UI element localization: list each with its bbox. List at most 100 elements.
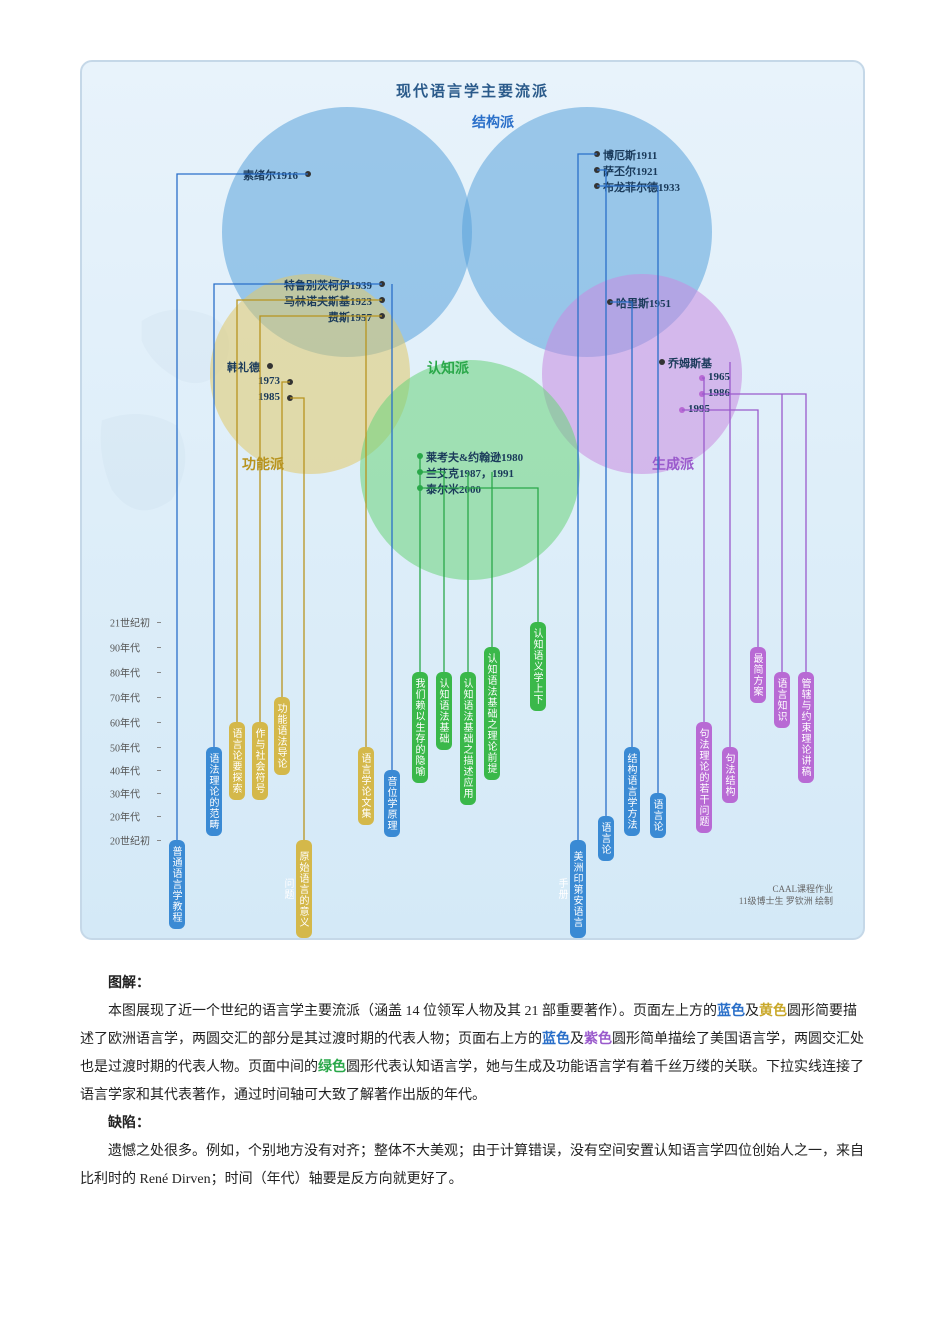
node-label: 费斯1957 — [328, 309, 372, 325]
node-label: 韩礼德 — [227, 359, 260, 375]
node-label: 1965 — [708, 371, 730, 383]
explanation-block: 图解： 本图展现了近一个世纪的语言学主要流派（涵盖 14 位领军人物及其 21 … — [80, 970, 865, 1194]
work-pill: 语言学论文集 — [358, 747, 374, 825]
node-dot — [287, 395, 293, 401]
node-label: 乔姆斯基 — [668, 355, 712, 371]
node-label: 博厄斯1911 — [603, 147, 657, 163]
node-dot — [379, 297, 385, 303]
node-label: 特鲁别茨柯伊1939 — [284, 277, 372, 293]
explanation-heading2: 缺陷： — [80, 1110, 865, 1138]
timeline-tick — [157, 672, 161, 673]
node-label: 泰尔米2000 — [426, 481, 481, 497]
work-pill: 认知语法基础之理论前提 — [484, 647, 500, 780]
work-pill: 功能语法导论 — [274, 697, 290, 775]
work-pill: 原始语言的意义问题 — [296, 840, 312, 938]
timeline-label: 80年代 — [110, 665, 140, 680]
timeline-tick — [157, 622, 161, 623]
timeline-tick — [157, 747, 161, 748]
work-pill: 语法理论的范畴 — [206, 747, 222, 836]
work-pill: 语言论 — [650, 793, 666, 838]
work-pill: 管辖与约束理论讲稿 — [798, 672, 814, 783]
explanation-span: 绿色 — [318, 1060, 346, 1075]
node-dot — [699, 375, 705, 381]
timeline-tick — [157, 793, 161, 794]
work-pill: 语言论 — [598, 816, 614, 861]
timeline-tick — [157, 840, 161, 841]
work-pill: 作与社会符号 — [252, 722, 268, 800]
explanation-para2: 遗憾之处很多。例如，个别地方没有对齐；整体不大美观；由于计算错误，没有空间安置认… — [80, 1138, 865, 1194]
timeline-label: 40年代 — [110, 763, 140, 778]
credit-line2: 11级博士生 罗钦洲 绘制 — [739, 895, 833, 908]
node-label: 索绪尔1916 — [243, 167, 298, 183]
work-pill: 美洲印第安语言手册 — [570, 840, 586, 938]
explanation-heading1: 图解： — [80, 970, 865, 998]
node-label: 1973 — [258, 375, 280, 387]
node-dot — [417, 469, 423, 475]
diagram-title: 现代语言学主要流派 — [82, 80, 863, 101]
work-pill: 语言知识 — [774, 672, 790, 728]
timeline-label: 70年代 — [110, 690, 140, 705]
node-label: 1986 — [708, 387, 730, 399]
node-label: 1985 — [258, 391, 280, 403]
work-pill: 音位学原理 — [384, 770, 400, 837]
diagram-frame: 现代语言学主要流派 结构派功能派 认知派生成派 索绪尔1916 博厄斯1911萨丕尔… — [80, 60, 865, 940]
timeline-tick — [157, 647, 161, 648]
node-label: 莱考夫&约翰逊1980 — [426, 449, 523, 465]
credit-text: CAAL课程作业 11级博士生 罗钦洲 绘制 — [739, 883, 833, 908]
node-dot — [594, 183, 600, 189]
timeline-tick — [157, 770, 161, 771]
node-dot — [607, 299, 613, 305]
node-dot — [699, 391, 705, 397]
node-dot — [287, 379, 293, 385]
work-pill: 句法结构 — [722, 747, 738, 803]
node-dot — [659, 359, 665, 365]
node-label: 萨丕尔1921 — [603, 163, 658, 179]
school-label: 结构派 — [472, 112, 514, 132]
timeline-tick — [157, 722, 161, 723]
explanation-span: 及 — [745, 1004, 759, 1019]
work-pill: 结构语言学方法 — [624, 747, 640, 836]
work-pill: 普通语言学教程 — [169, 840, 185, 929]
school-label: 认知派 — [427, 358, 469, 378]
node-dot — [594, 167, 600, 173]
node-dot — [379, 313, 385, 319]
explanation-span: 及 — [570, 1032, 584, 1047]
school-label: 生成派 — [652, 454, 694, 474]
work-pill: 最简方案 — [750, 647, 766, 703]
explanation-span: 紫色 — [584, 1032, 612, 1047]
credit-line1: CAAL课程作业 — [739, 883, 833, 896]
node-dot — [267, 363, 273, 369]
school-label: 功能派 — [242, 454, 284, 474]
explanation-span: 黄色 — [759, 1004, 787, 1019]
work-pill: 我们赖以生存的隐喻 — [412, 672, 428, 783]
node-label: 布龙菲尔德1933 — [603, 179, 680, 195]
timeline-tick — [157, 816, 161, 817]
node-label: 马林诺夫斯基1923 — [284, 293, 372, 309]
node-dot — [417, 485, 423, 491]
work-pill: 认知语法基础之描述应用 — [460, 672, 476, 805]
node-dot — [679, 407, 685, 413]
explanation-para1: 本图展现了近一个世纪的语言学主要流派（涵盖 14 位领军人物及其 21 部重要著… — [80, 998, 865, 1110]
explanation-span: 蓝色 — [542, 1032, 570, 1047]
node-dot — [417, 453, 423, 459]
timeline-label: 30年代 — [110, 786, 140, 801]
timeline-label: 20年代 — [110, 809, 140, 824]
timeline-tick — [157, 697, 161, 698]
timeline-label: 60年代 — [110, 715, 140, 730]
timeline-label: 90年代 — [110, 640, 140, 655]
node-dot — [379, 281, 385, 287]
node-label: 兰艾克1987，1991 — [426, 465, 514, 481]
explanation-span: 本图展现了近一个世纪的语言学主要流派（涵盖 14 位领军人物及其 21 部重要著… — [108, 1004, 717, 1019]
node-dot — [305, 171, 311, 177]
explanation-span: 蓝色 — [717, 1004, 745, 1019]
timeline-label: 50年代 — [110, 740, 140, 755]
node-dot — [594, 151, 600, 157]
node-label: 哈里斯1951 — [616, 295, 671, 311]
timeline-label: 20世纪初 — [110, 833, 150, 848]
work-pill: 语言论要探索 — [229, 722, 245, 800]
node-label: 1995 — [688, 403, 710, 415]
work-pill: 认知语义学上下 — [530, 622, 546, 711]
timeline-label: 21世纪初 — [110, 615, 150, 630]
work-pill: 认知语法基础 — [436, 672, 452, 750]
work-pill: 句法理论的若干问题 — [696, 722, 712, 833]
